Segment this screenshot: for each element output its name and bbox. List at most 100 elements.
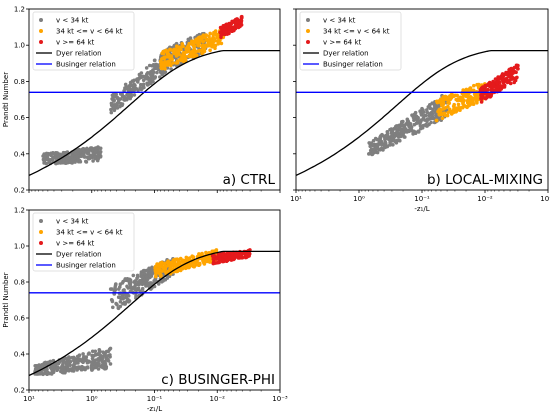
data-point xyxy=(46,360,51,365)
data-point xyxy=(412,118,416,122)
data-point xyxy=(235,17,239,21)
data-point xyxy=(89,146,94,150)
dyer-curve xyxy=(296,49,548,176)
data-point xyxy=(152,58,157,63)
data-point xyxy=(179,47,183,52)
y-tick-label: 1.2 xyxy=(14,207,25,215)
data-point xyxy=(129,88,134,93)
data-point xyxy=(203,257,207,262)
data-point xyxy=(68,363,72,368)
data-point xyxy=(165,60,169,64)
legend-label: v < 34 kt xyxy=(56,17,89,25)
data-point xyxy=(495,88,499,93)
data-point xyxy=(75,354,80,359)
data-point xyxy=(368,144,373,149)
data-point xyxy=(210,249,214,254)
data-point xyxy=(507,71,511,76)
data-point xyxy=(168,267,172,271)
data-point xyxy=(79,154,83,159)
data-point xyxy=(465,100,470,105)
data-point xyxy=(140,75,144,79)
data-point xyxy=(91,359,95,363)
data-point xyxy=(186,258,190,262)
data-point xyxy=(511,67,515,72)
data-point xyxy=(140,275,145,279)
y-tick-label: 0.2 xyxy=(14,187,25,195)
data-point xyxy=(102,353,106,358)
data-point xyxy=(504,76,509,81)
data-point xyxy=(402,126,407,131)
data-point xyxy=(84,160,89,164)
data-point xyxy=(166,63,170,67)
data-point xyxy=(395,131,400,135)
data-point xyxy=(223,255,227,259)
data-point xyxy=(220,26,224,31)
data-point xyxy=(205,255,210,260)
data-point xyxy=(91,152,95,157)
data-point xyxy=(64,360,68,364)
data-point xyxy=(180,42,184,46)
data-point xyxy=(197,252,201,256)
data-point xyxy=(514,76,519,80)
point-cloud xyxy=(478,63,520,104)
legend-marker xyxy=(39,241,43,245)
data-point xyxy=(444,95,449,99)
data-point xyxy=(155,70,159,75)
data-point xyxy=(231,25,236,30)
data-point xyxy=(190,49,195,54)
data-point xyxy=(196,49,200,53)
data-point xyxy=(217,257,222,262)
data-point xyxy=(83,358,87,363)
legend-label: Dyer relation xyxy=(56,251,102,259)
data-point xyxy=(146,71,150,75)
data-point xyxy=(49,372,54,376)
data-point xyxy=(192,39,197,43)
data-point xyxy=(124,293,129,298)
data-point xyxy=(469,88,473,93)
data-point xyxy=(459,98,464,103)
data-point xyxy=(44,151,49,156)
data-point xyxy=(472,83,476,88)
plot-area xyxy=(29,14,280,176)
data-point xyxy=(441,102,446,107)
data-point xyxy=(180,58,185,62)
data-point xyxy=(203,35,207,40)
data-point xyxy=(375,150,380,155)
data-point xyxy=(398,134,403,139)
data-point xyxy=(219,33,223,38)
data-point xyxy=(99,354,103,358)
data-point xyxy=(93,364,98,369)
data-point xyxy=(455,98,460,103)
legend-marker xyxy=(306,18,310,22)
data-point xyxy=(449,95,454,100)
data-point xyxy=(50,369,55,374)
data-point xyxy=(115,95,120,100)
data-point xyxy=(108,346,113,351)
data-point xyxy=(227,256,231,261)
data-point xyxy=(500,76,505,80)
data-point xyxy=(96,367,101,371)
legend-marker xyxy=(39,18,43,22)
data-point xyxy=(170,57,174,62)
data-point xyxy=(92,155,97,160)
data-point xyxy=(416,129,421,134)
x-tick-label: 10⁻³ xyxy=(540,195,550,203)
legend-label: Businger relation xyxy=(56,262,116,270)
y-tick-label: 0.6 xyxy=(14,114,26,122)
data-point xyxy=(375,137,380,142)
data-point xyxy=(151,270,155,275)
data-point xyxy=(153,266,157,271)
data-point xyxy=(205,37,210,42)
data-point xyxy=(100,365,105,370)
legend-label: v >= 64 kt xyxy=(56,240,95,248)
data-point xyxy=(162,57,166,61)
data-point xyxy=(421,123,426,128)
panel-2: 10¹ 10⁰ 10⁻¹ 10⁻² 10⁻³ -z₁/L b) LOCAL-MIXING v … xyxy=(290,8,550,213)
data-point xyxy=(115,106,120,110)
data-point xyxy=(86,352,91,356)
data-point xyxy=(208,48,212,53)
data-point xyxy=(76,148,81,152)
legend-label: v < 34 kt xyxy=(56,218,89,226)
data-point xyxy=(452,102,457,107)
data-point xyxy=(40,363,44,367)
